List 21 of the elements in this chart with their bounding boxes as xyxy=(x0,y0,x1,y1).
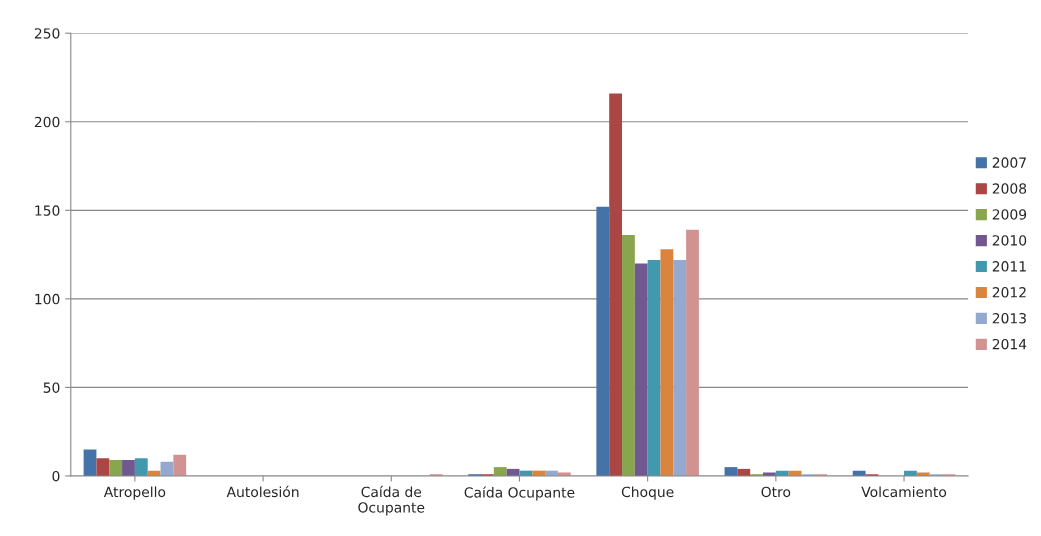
x-tick-label: Caída de Ocupante xyxy=(358,485,425,516)
x-tick-label: Choque xyxy=(621,486,674,500)
x-tick-label: Autolesión xyxy=(226,485,299,498)
x-tick-label: Caída Ocupante xyxy=(464,486,575,501)
y-tick-label: 50 xyxy=(43,382,60,393)
y-tick-label: 0 xyxy=(52,470,60,482)
legend-label: 2007 xyxy=(992,157,1026,168)
legend-label: 2009 xyxy=(992,209,1027,220)
y-tick-label: 100 xyxy=(35,293,60,305)
y-tick-label: 200 xyxy=(34,116,60,128)
legend-label: 2012 xyxy=(992,287,1026,298)
y-tick-label: 250 xyxy=(34,28,60,39)
x-tick-label: Volcamiento xyxy=(861,486,947,498)
legend-label: 2014 xyxy=(992,338,1027,350)
x-tick-label: Atropello xyxy=(103,486,166,500)
y-tick-label: 150 xyxy=(35,205,60,216)
legend-label: 2008 xyxy=(992,183,1027,194)
legend-label: 2011 xyxy=(992,261,1026,272)
legend-label: 2010 xyxy=(992,235,1027,246)
x-tick-label: Otro xyxy=(761,486,791,498)
legend-label: 2013 xyxy=(992,312,1026,324)
